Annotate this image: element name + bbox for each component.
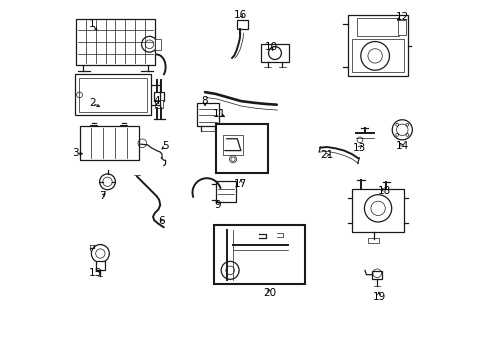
Text: 2: 2 <box>89 98 95 108</box>
Bar <box>197 103 218 126</box>
Bar <box>237 21 247 30</box>
Text: 5: 5 <box>162 141 168 151</box>
Bar <box>76 19 155 65</box>
Text: 21: 21 <box>320 150 333 160</box>
Text: 20: 20 <box>263 288 276 298</box>
Bar <box>351 189 403 232</box>
Bar <box>348 15 407 76</box>
Bar <box>214 225 305 284</box>
Bar <box>357 18 398 36</box>
Bar <box>155 39 161 50</box>
Text: 17: 17 <box>234 179 247 189</box>
Bar <box>215 181 235 202</box>
Bar <box>367 238 378 243</box>
Bar <box>215 125 267 173</box>
Bar <box>223 135 242 155</box>
Bar <box>96 261 105 270</box>
Bar <box>155 100 163 108</box>
Text: 10: 10 <box>264 42 277 52</box>
Text: 6: 6 <box>159 216 165 226</box>
Text: 9: 9 <box>214 200 221 210</box>
Text: 14: 14 <box>395 141 408 151</box>
Bar <box>260 44 289 62</box>
Bar <box>75 74 150 116</box>
Text: 12: 12 <box>395 12 408 22</box>
Bar <box>154 92 164 101</box>
Text: 7: 7 <box>100 191 106 201</box>
Text: 18: 18 <box>377 186 390 196</box>
Text: 1: 1 <box>89 19 95 29</box>
Text: 8: 8 <box>202 96 208 106</box>
Bar <box>80 126 139 160</box>
Bar <box>397 20 405 35</box>
Text: 19: 19 <box>371 292 385 302</box>
Text: 16: 16 <box>234 10 247 20</box>
Text: 11: 11 <box>212 109 225 119</box>
Text: 4: 4 <box>153 96 160 106</box>
Text: 15: 15 <box>89 268 102 278</box>
Bar <box>351 39 403 72</box>
Bar <box>371 271 382 279</box>
Bar <box>79 78 147 112</box>
Text: 3: 3 <box>73 148 79 158</box>
Text: 13: 13 <box>352 143 365 153</box>
